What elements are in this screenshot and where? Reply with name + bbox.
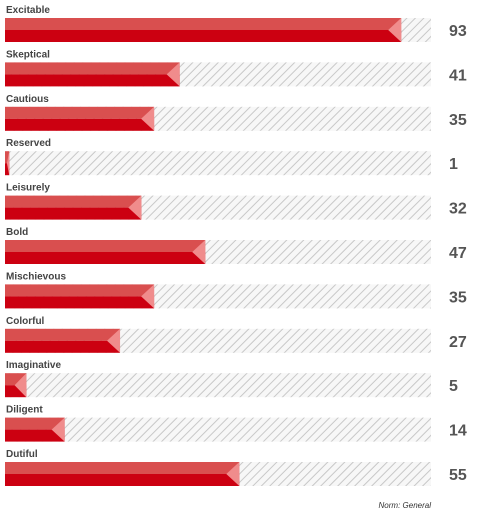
bar-track [5,151,431,176]
bar-top [5,195,142,208]
bar-bottom [5,118,155,131]
bar [5,195,142,220]
bar-tip [107,328,121,353]
bar-top [5,240,206,252]
norm-footnote: Norm: General [379,501,432,510]
bar-tip [128,195,142,220]
category-label: Dutiful [6,449,38,460]
category-label: Bold [6,227,28,238]
category-label: Excitable [6,5,50,16]
bar-top [5,417,65,430]
bar-top [5,18,402,30]
bar [5,328,121,353]
bar [5,284,155,309]
bar [5,106,155,131]
bar-tip [192,240,206,264]
bar-tip [14,373,27,398]
category-label: Diligent [6,405,43,416]
bar-tip [166,62,180,87]
bar [5,240,206,264]
value-label: 55 [449,467,467,484]
bar [5,151,10,176]
bar-bottom [5,296,155,309]
category-label: Leisurely [6,183,50,194]
bar-tip [51,417,65,442]
bar-bottom [5,30,402,42]
bar-bottom [5,474,240,486]
bar [5,462,240,486]
bar-top [5,284,155,297]
value-label: 14 [449,423,467,440]
category-label: Colorful [6,316,45,327]
category-label: Mischievous [6,271,66,282]
value-label: 5 [449,378,458,395]
bar-top [5,462,240,474]
bar [5,62,180,87]
bar-top [5,106,155,119]
category-label: Skeptical [6,49,50,60]
value-label: 41 [449,67,467,84]
value-label: 1 [449,156,458,173]
value-label: 93 [449,23,467,40]
category-label: Imaginative [6,360,61,371]
bar-tip [6,151,10,176]
bar-bottom [5,74,180,87]
bar [5,417,65,442]
bar-track [5,417,431,442]
bar-top [5,151,10,164]
bar-tip [141,106,155,131]
bar [5,373,27,398]
category-label: Reserved [6,138,51,149]
value-label: 47 [449,245,467,262]
bar-top [5,328,121,341]
value-label: 27 [449,334,467,351]
category-label: Cautious [6,94,49,105]
value-label: 32 [449,201,467,218]
value-label: 35 [449,112,467,129]
bar-top [5,62,180,75]
bar-track [5,373,431,398]
bar-tip [141,284,155,309]
bar-bottom [5,207,142,220]
bar-bottom [5,340,121,353]
bar-bottom [5,252,206,264]
bar [5,18,402,42]
bar-bottom [5,163,10,176]
bar-bottom [5,429,65,442]
bar-tip [388,18,402,42]
bar-tip [226,462,240,486]
value-label: 35 [449,289,467,306]
